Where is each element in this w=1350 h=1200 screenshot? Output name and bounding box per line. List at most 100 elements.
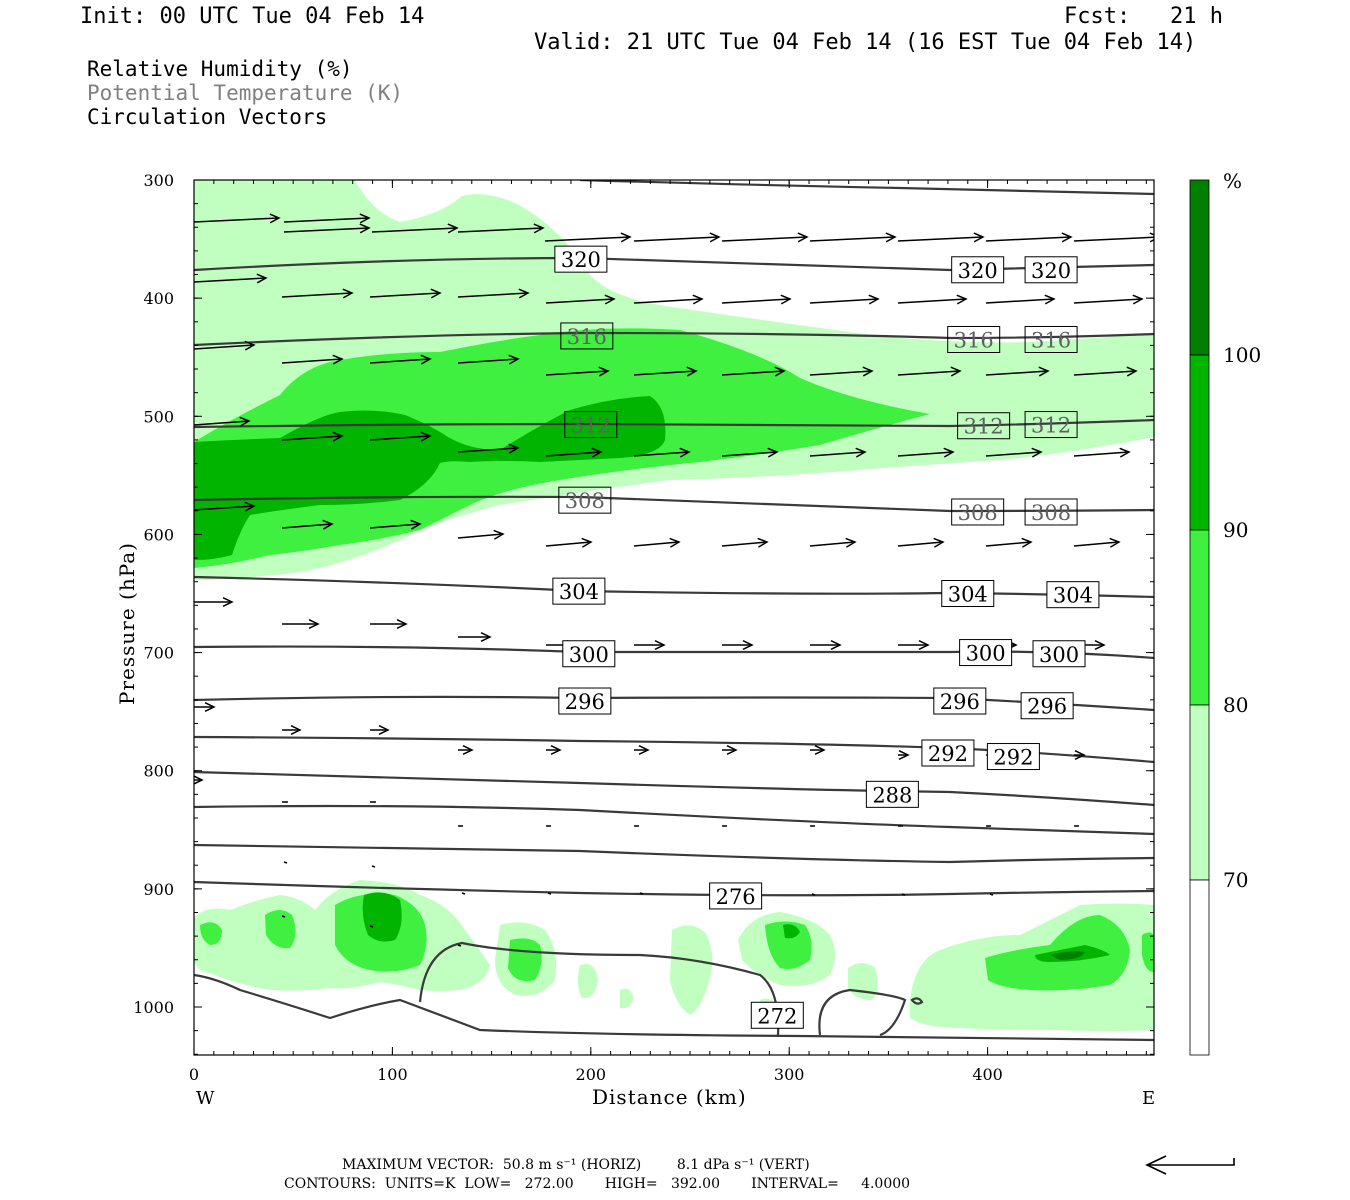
vector-arrowhead [342,288,354,299]
circulation-vector [897,451,954,457]
x-tick-label: 100 [377,1065,408,1084]
vector-arrowhead [686,366,698,377]
vector-arrowhead [1149,232,1154,243]
vector-arrowhead [1021,537,1033,548]
theta-variable-label: Potential Temperature (K) [87,81,404,105]
contour-label: 304 [559,580,599,604]
vector-arrowhead [638,744,650,756]
circulation-vector [283,217,370,223]
vector-arrowhead [410,519,422,530]
circulation-vector [194,420,250,426]
vector-arrowhead [359,223,371,234]
vector-arrowhead [447,223,459,234]
contour-label-box [558,486,612,514]
circulation-vector [369,523,421,529]
colorbar-segment [1189,879,1210,1056]
vector-arrowhead [845,537,857,548]
y-tick-label: 600 [143,525,174,544]
vector-arrowhead [950,366,962,377]
vector-arrowhead [239,416,251,427]
y-tick-label: 700 [143,644,174,663]
contour-label: 300 [569,643,609,667]
contours-note: CONTOURS: UNITS=K LOW= 272.00 HIGH= 392.… [284,1176,911,1192]
circulation-vector [283,227,370,233]
circulation-vector [369,358,431,364]
circulation-vector [371,227,458,233]
contour-label: 288 [872,783,912,807]
circulation-vector [457,358,519,364]
vector-arrowhead [604,294,616,305]
forecast-hour: Fcst: 21 h [1064,4,1223,29]
vector-arrowhead [244,501,256,512]
contour-label-box [951,256,1005,284]
colorbar-unit: % [1223,169,1242,193]
circulation-vector [545,370,609,376]
contour-label: 276 [716,885,756,909]
contour-label-box [1032,640,1086,668]
circulation-vector [897,236,984,242]
init-time: Init: 00 UTC Tue 04 Feb 14 [80,4,425,29]
circulation-vector [633,236,720,242]
valid-time: Valid: 21 UTC Tue 04 Feb 14 (16 EST Tue … [534,30,1197,55]
circulation-vector [371,865,376,868]
rh-low-90 [362,892,1110,962]
vector-arrowhead [533,223,545,234]
vector-arrowhead [709,232,721,243]
circulation-vector [811,893,816,896]
contour-label: 308 [565,489,605,513]
circulation-vector [633,451,690,457]
contour-label-box [560,322,614,350]
circulation-vector [985,451,1042,457]
contour-label-box [1020,692,1074,720]
contour-label: 300 [1039,643,1079,667]
contour-label-box [562,640,616,668]
contour-label: 316 [1031,328,1071,352]
circulation-vector [194,277,267,283]
vector-arrowhead [830,639,842,651]
contour-label-box [957,412,1011,440]
circulation-vector [281,915,286,918]
circulation-vector [1073,541,1120,547]
vector-arrowhead [757,537,769,548]
circulation-vector [985,370,1049,376]
vector-arrowhead [855,447,867,458]
circulation-vector [281,292,353,298]
colorbar-segment [1189,704,1210,881]
circulation-vector [1073,370,1137,376]
vector-arrowhead [550,744,562,756]
vectors-variable-label: Circulation Vectors [87,105,328,129]
circulation-vector [457,227,544,233]
colorbar-level-label: 90 [1223,518,1248,542]
x-tick-labels: 0 100 200 300 400 [189,1065,1003,1084]
colorbar-level-label: 100 [1223,343,1261,367]
contour-label-box [986,743,1040,771]
contour-label-box [941,580,995,607]
vector-arrowhead [780,294,792,305]
vector-arrowhead [244,340,256,351]
vector-arrowhead [332,354,344,365]
contour-label: 316 [954,328,994,352]
vector-arrowhead [332,431,344,442]
vector-arrowhead [692,294,704,305]
contour-label-box [554,245,608,273]
vector-arrowhead [742,639,754,651]
vector-arrowhead [508,354,520,365]
contour-label: 292 [928,742,968,766]
vector-arrowhead [1132,294,1144,305]
contour-label-box [1024,498,1078,526]
y-tick-label: 300 [143,171,174,190]
x-tick-label: 0 [189,1065,199,1084]
contour-label-box [951,498,1005,526]
vector-arrowhead [885,232,897,243]
x-tick-label: 200 [576,1065,607,1084]
vector-arrowhead [598,366,610,377]
vector-arrowhead [1119,447,1131,458]
circulation-vector [809,370,873,376]
circulation-vector [545,541,592,547]
contour-label-box [558,687,612,715]
circulation-vector [985,236,1072,242]
y-axis-title: Pressure (hPa) [115,542,139,705]
x-tick-label: 300 [774,1065,805,1084]
circulation-vector [721,236,808,242]
circulation-vector [633,541,680,547]
